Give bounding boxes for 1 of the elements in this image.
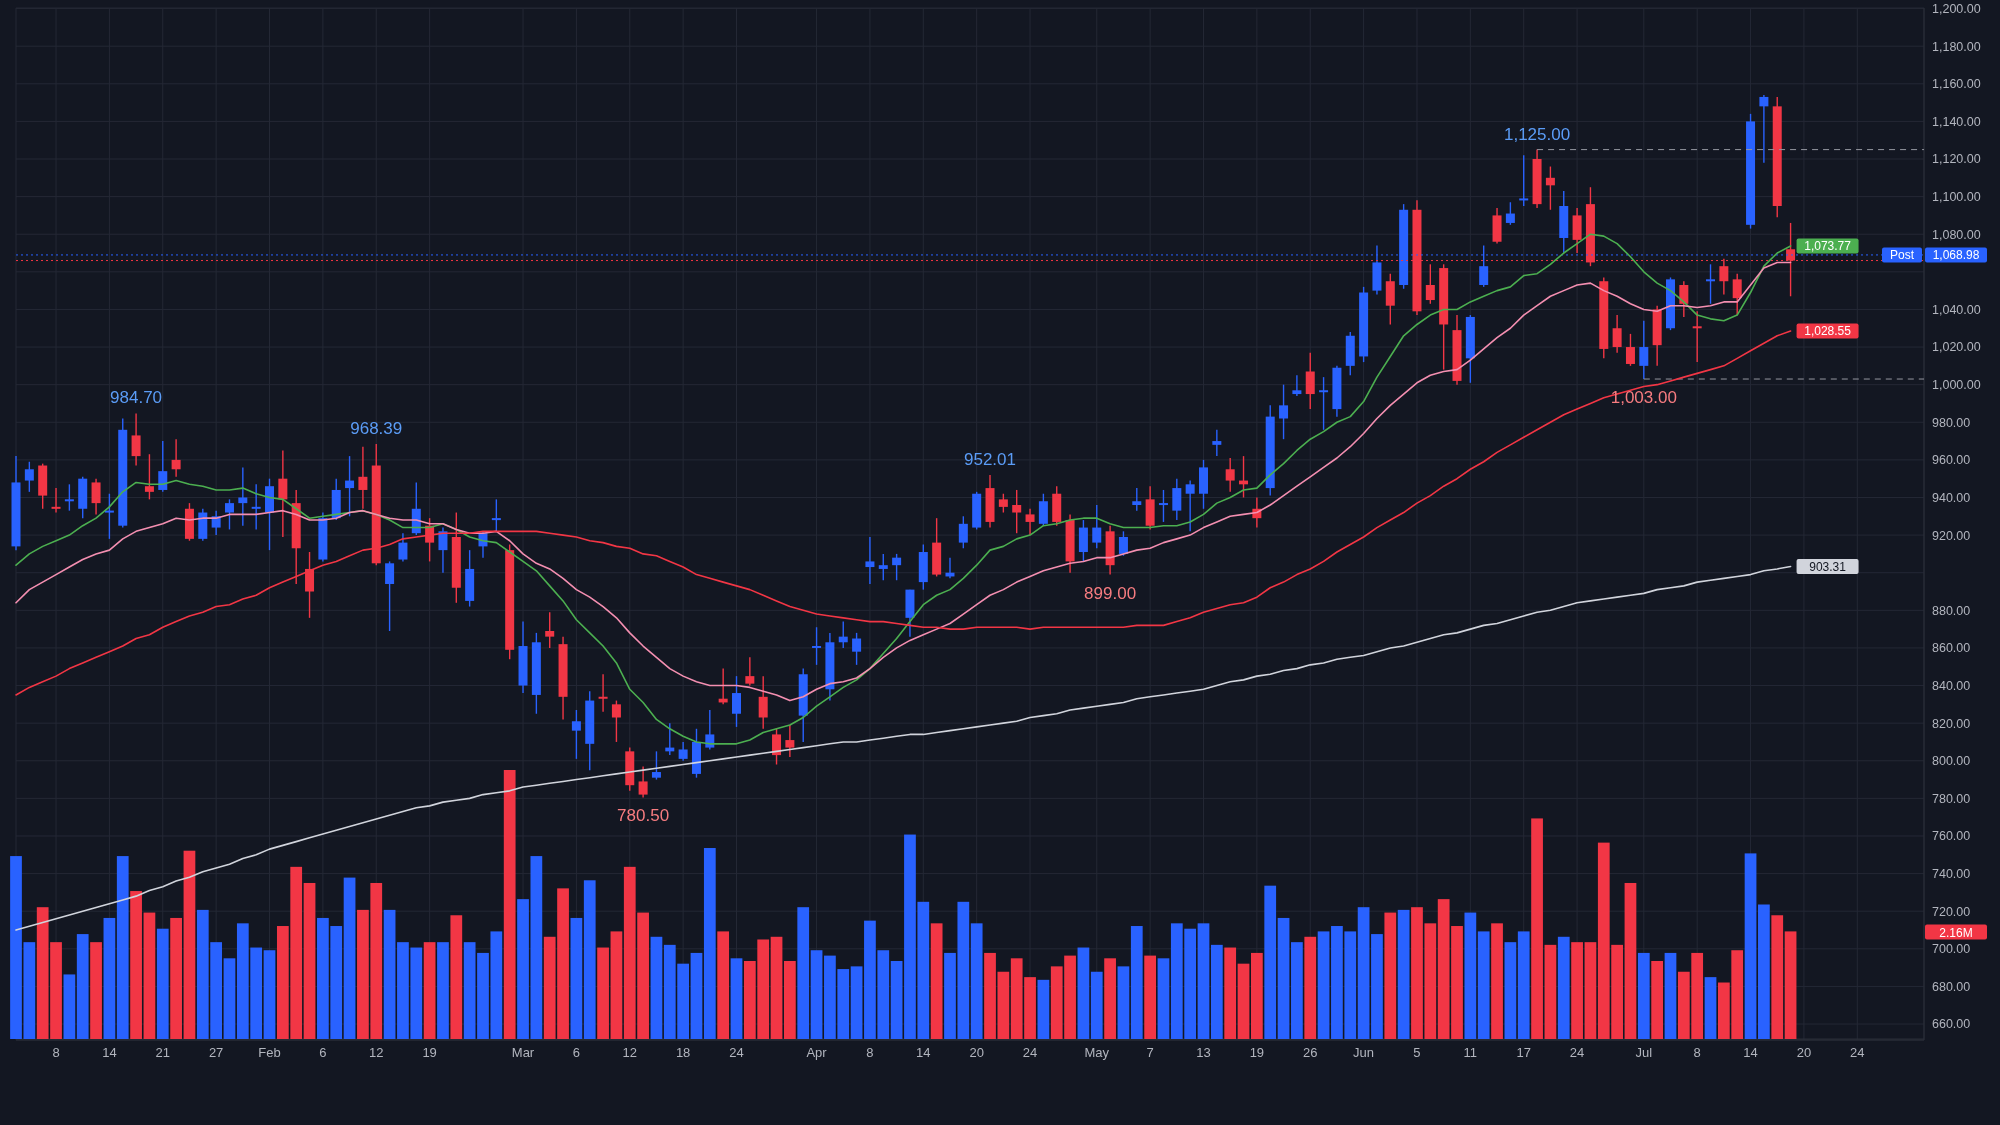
- candlestick: [24, 461, 34, 493]
